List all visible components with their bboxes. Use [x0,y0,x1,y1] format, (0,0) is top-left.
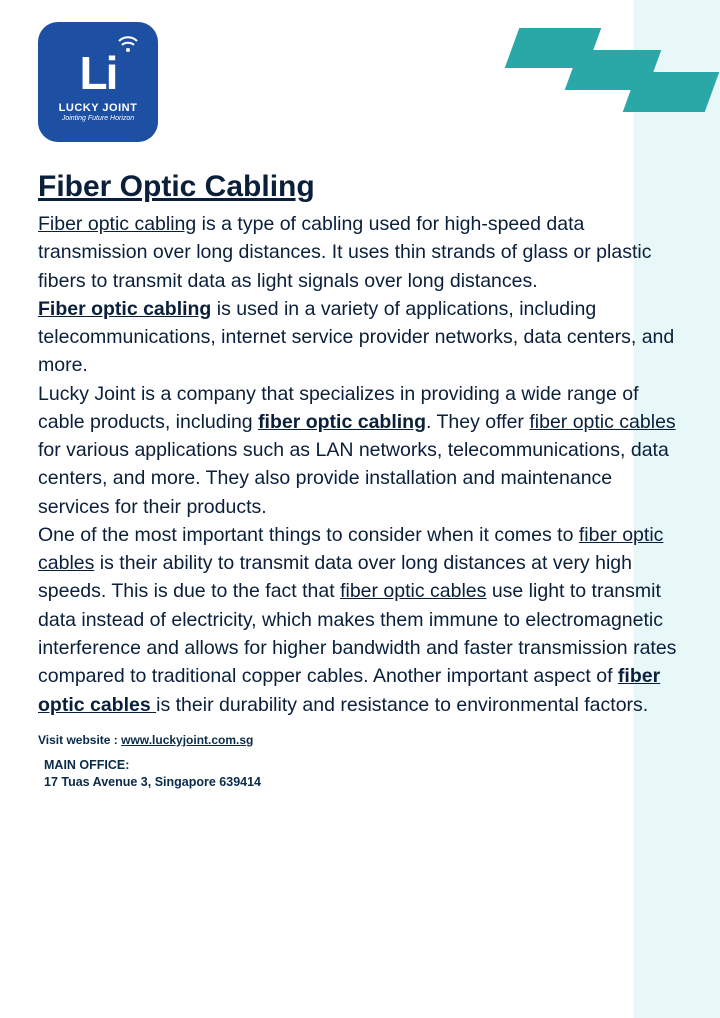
link-fiber-optic-cables[interactable]: fiber optic cables [529,411,675,433]
logo-brand: LUCKY JOINT [59,102,138,114]
text: for various applications such as LAN net… [38,439,669,518]
link-fiber-optic-cabling-bold-2[interactable]: fiber optic cabling [258,411,426,433]
decorative-zigzag [502,28,702,118]
visit-label: Visit website : [38,733,121,747]
main-office: MAIN OFFICE: 17 Tuas Avenue 3, Singapore… [38,757,682,792]
footer: Visit website : www.luckyjoint.com.sg MA… [0,719,720,792]
text: . They offer [426,411,529,433]
link-fiber-optic-cables-3[interactable]: fiber optic cables [340,580,486,602]
logo-tagline: Jointing Future Horizon [62,115,134,122]
paragraph-1: Fiber optic cabling is a type of cabling… [38,210,682,295]
page-title: Fiber Optic Cabling [38,170,682,204]
link-fiber-optic-cabling-bold[interactable]: Fiber optic cabling [38,298,211,320]
logo-mark: Li [80,50,117,96]
content: Fiber Optic Cabling Fiber optic cabling … [0,160,720,719]
visit-website: Visit website : www.luckyjoint.com.sg [38,733,682,747]
logo: Li LUCKY JOINT Jointing Future Horizon [38,22,158,142]
header: Li LUCKY JOINT Jointing Future Horizon [0,0,720,160]
paragraph-4: One of the most important things to cons… [38,521,682,719]
paragraph-3: Lucky Joint is a company that specialize… [38,380,682,521]
office-label: MAIN OFFICE: [44,757,682,775]
text: is their durability and resistance to en… [156,694,648,716]
office-address: 17 Tuas Avenue 3, Singapore 639414 [44,774,682,792]
website-link[interactable]: www.luckyjoint.com.sg [121,733,253,747]
paragraph-2: Fiber optic cabling is used in a variety… [38,295,682,380]
text: One of the most important things to cons… [38,524,579,546]
link-fiber-optic-cabling[interactable]: Fiber optic cabling [38,213,196,235]
wifi-icon [116,32,140,56]
